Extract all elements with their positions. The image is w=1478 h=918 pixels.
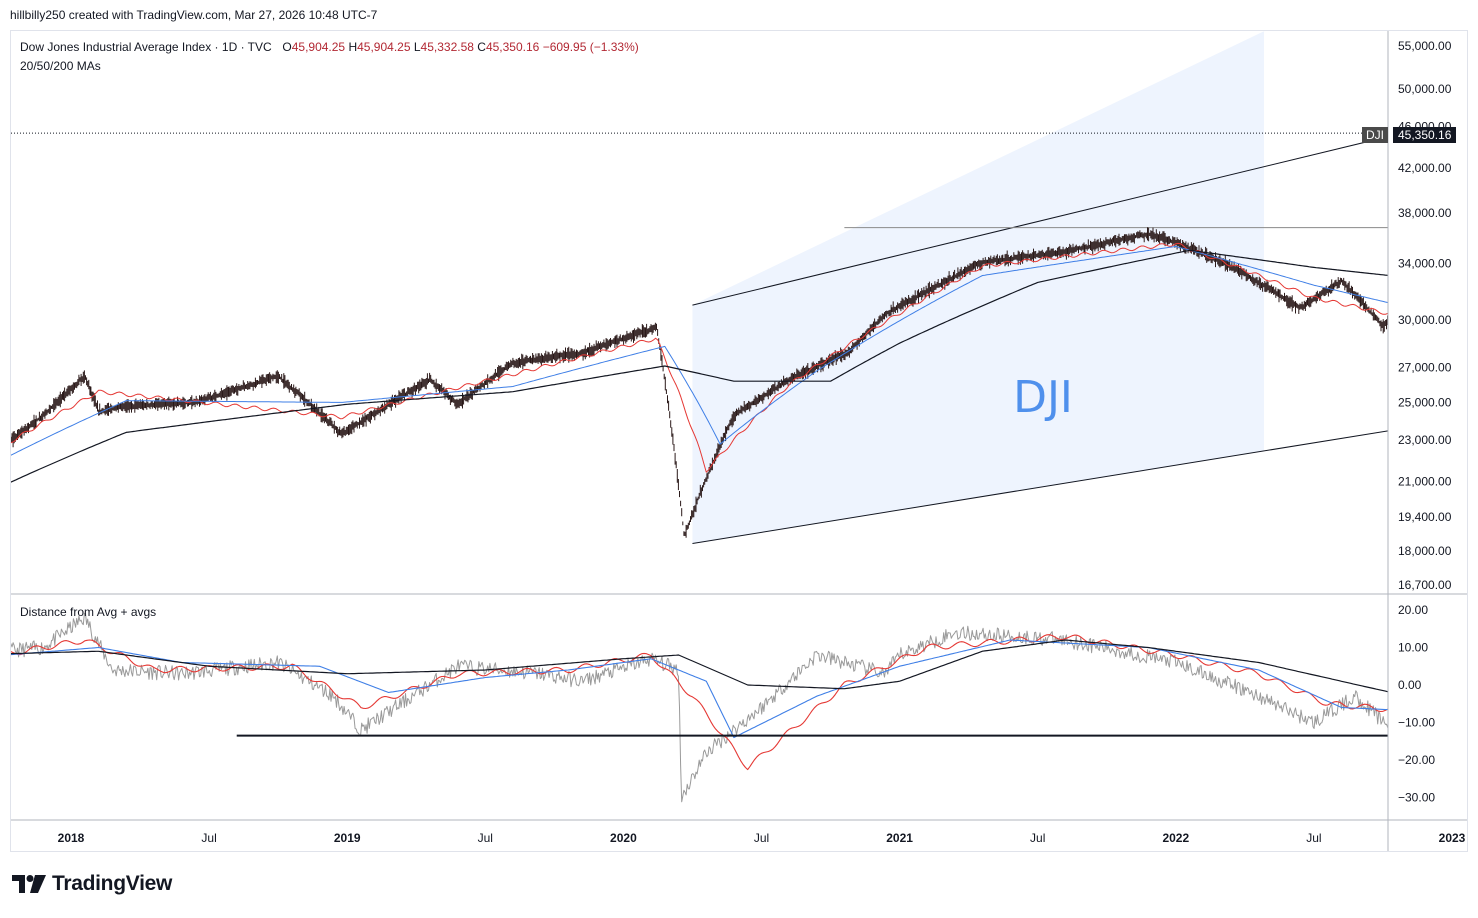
oscillator-tick-label: −30.00 [1398, 791, 1435, 805]
distance-avg200-line [11, 639, 1388, 693]
close-value: 45,350.16 [485, 40, 540, 54]
price-pane: DJI [11, 31, 1388, 545]
oscillator-tick-label: −20.00 [1398, 753, 1435, 767]
symbol-legend[interactable]: Dow Jones Industrial Average Index · 1D … [20, 40, 639, 54]
ma50-line [11, 245, 1388, 456]
chart-frame [10, 30, 1468, 852]
change-value: −609.95 (−1.33%) [542, 40, 639, 54]
price-tick-label: 23,000.00 [1398, 433, 1452, 447]
ma20-line [11, 242, 1388, 473]
low-label: L [413, 40, 421, 54]
oscillator-tick-label: 20.00 [1398, 603, 1428, 617]
price-tick-label: 30,000.00 [1398, 313, 1452, 327]
last-price-tag: 45,350.16 [1393, 127, 1457, 143]
time-tick-label: 2022 [1162, 831, 1189, 845]
price-tick-label: 19,400.00 [1398, 510, 1452, 524]
price-tick-label: 38,000.00 [1398, 206, 1452, 220]
distance-avg20-line [11, 634, 1388, 771]
time-tick-label: Jul [754, 831, 769, 845]
high-label: H [348, 40, 358, 54]
low-value: 45,332.58 [420, 40, 474, 54]
time-tick-label: 2018 [58, 831, 85, 845]
tradingview-logo[interactable]: TradingView [12, 872, 172, 896]
tradingview-logo-icon [12, 875, 46, 893]
oscillator-study-label[interactable]: Distance from Avg + avgs [20, 605, 157, 619]
price-tick-label: 55,000.00 [1398, 39, 1452, 53]
ma200-line [11, 249, 1388, 483]
time-tick-label: 2019 [334, 831, 361, 845]
price-tick-label: 25,000.00 [1398, 395, 1452, 409]
time-tick-label: 2023 [1439, 831, 1466, 845]
oscillator-tick-label: 10.00 [1398, 641, 1428, 655]
high-value: 45,904.25 [357, 40, 411, 54]
price-tick-label: 27,000.00 [1398, 361, 1452, 375]
oscillator-tick-label: −10.00 [1398, 716, 1435, 730]
chart-credit: hillbilly250 created with TradingView.co… [10, 8, 378, 22]
time-tick-label: Jul [478, 831, 493, 845]
price-tick-label: 34,000.00 [1398, 256, 1452, 270]
price-tick-label: 50,000.00 [1398, 82, 1452, 96]
distance-line [11, 612, 1388, 803]
time-tick-label: Jul [1030, 831, 1045, 845]
open-label: O [282, 40, 292, 54]
open-value: 45,904.25 [291, 40, 346, 54]
close-label: C [477, 40, 486, 54]
channel-lower-line [692, 430, 1388, 545]
time-tick-label: Jul [1306, 831, 1321, 845]
oscillator-pane [11, 612, 1388, 803]
time-tick-label: 2021 [886, 831, 913, 845]
time-tick-label: Jul [201, 831, 216, 845]
price-tick-label: 21,000.00 [1398, 474, 1452, 488]
ma-study-label[interactable]: 20/50/200 MAs [20, 59, 101, 73]
watermark-label: DJI [1013, 372, 1073, 423]
price-tick-label: 42,000.00 [1398, 161, 1452, 175]
price-tick-label: 16,700.00 [1398, 578, 1452, 592]
price-tick-label: 18,000.00 [1398, 544, 1452, 558]
time-tick-label: 2020 [610, 831, 637, 845]
channel-fill [692, 31, 1265, 544]
tradingview-logo-text: TradingView [52, 872, 173, 895]
channel-upper-line [692, 136, 1388, 306]
oscillator-tick-label: 0.00 [1398, 678, 1422, 692]
symbol-price-tag: DJI [1362, 127, 1388, 143]
symbol-title: Dow Jones Industrial Average Index · 1D … [20, 40, 272, 54]
